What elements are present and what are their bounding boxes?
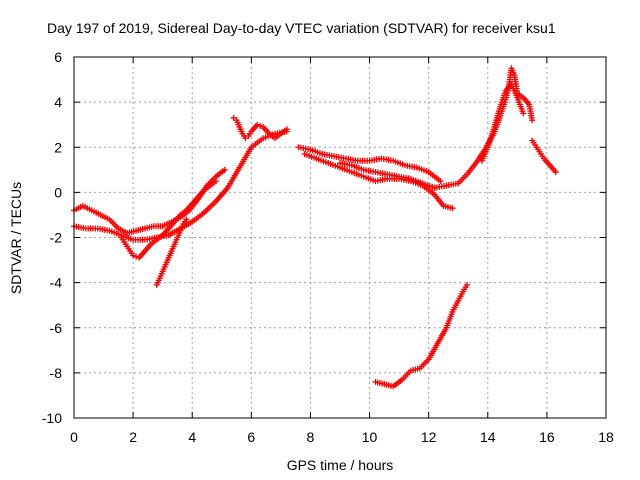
- chart-title: Day 197 of 2019, Sidereal Day-to-day VTE…: [47, 20, 556, 36]
- y-tick-label: -4: [50, 275, 63, 291]
- data-point: [221, 166, 228, 173]
- y-tick-label: 2: [54, 139, 62, 155]
- series-track-tail-16h: [529, 137, 559, 176]
- x-tick-label: 0: [70, 429, 78, 445]
- y-axis-label: SDTVAR / TECUs: [8, 182, 24, 294]
- series-track-rise-14h: [431, 65, 536, 191]
- x-axis-label: GPS time / hours: [287, 457, 394, 473]
- data-point: [464, 281, 471, 288]
- data-point: [257, 122, 264, 129]
- x-tick-label: 16: [539, 429, 555, 445]
- series-track-peak-6h: [230, 114, 290, 142]
- series-track-spike-secondary: [478, 81, 527, 164]
- data-point: [449, 205, 456, 212]
- grid: [74, 57, 606, 418]
- data-point: [520, 110, 527, 117]
- series-track-dip-2h: [118, 178, 219, 261]
- y-tick-label: -10: [42, 410, 62, 426]
- data-points: [71, 65, 559, 390]
- data-point: [529, 117, 536, 124]
- data-point: [283, 126, 290, 133]
- x-tick-label: 6: [247, 429, 255, 445]
- data-point: [437, 178, 444, 185]
- y-tick-label: 0: [54, 184, 62, 200]
- data-point: [552, 169, 559, 176]
- data-point: [212, 178, 219, 185]
- y-tick-label: -2: [50, 230, 63, 246]
- x-tick-label: 8: [307, 429, 315, 445]
- series-track-negative-10h: [372, 281, 471, 390]
- x-tick-label: 18: [598, 429, 614, 445]
- x-tick-label: 2: [129, 429, 137, 445]
- data-point: [183, 216, 190, 223]
- y-tick-label: -6: [50, 320, 63, 336]
- series-track-upper-left: [71, 166, 228, 236]
- data-point: [130, 252, 137, 259]
- x-tick-label: 12: [421, 429, 437, 445]
- y-tick-label: 4: [54, 94, 62, 110]
- axis-ticks: 0 2 4 6 8 10 12 14 16 18 -10 -8 -6 -4 -2 0 2 4 6: [42, 49, 614, 445]
- x-tick-label: 10: [362, 429, 378, 445]
- series-track-mid-third: [337, 160, 438, 191]
- y-tick-label: -8: [50, 365, 63, 381]
- series-track-mid-upper: [295, 144, 444, 185]
- y-tick-label: 6: [54, 49, 62, 65]
- series-track-steep-3h: [153, 216, 190, 288]
- data-point: [254, 121, 261, 128]
- x-tick-label: 14: [480, 429, 496, 445]
- x-tick-label: 4: [188, 429, 196, 445]
